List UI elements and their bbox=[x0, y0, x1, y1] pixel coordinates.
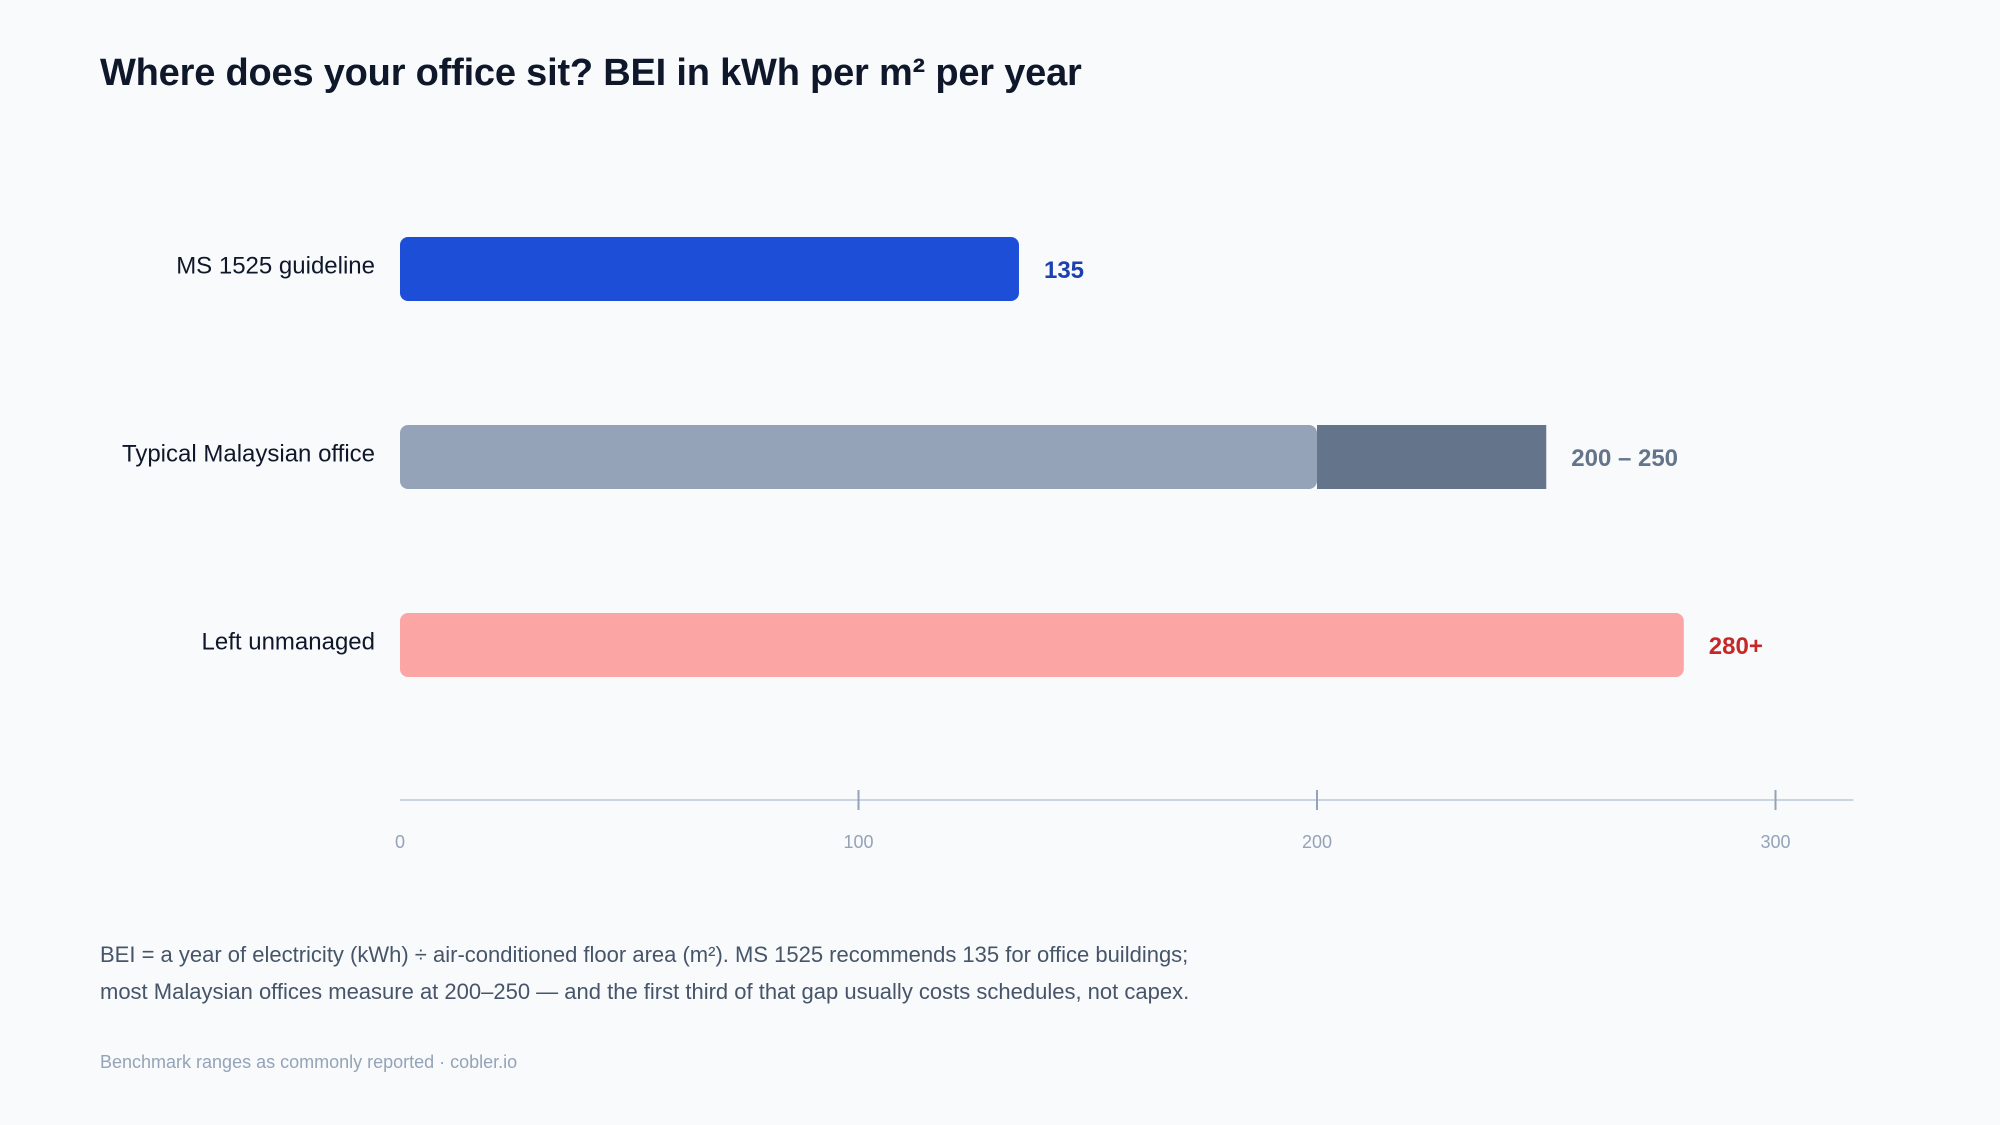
bar-3-category-label: Left unmanaged bbox=[202, 628, 375, 655]
x-tick-label-200: 200 bbox=[1302, 832, 1332, 852]
bar-2-category-label: Typical Malaysian office bbox=[122, 440, 375, 467]
bei-bar-chart: MS 1525 guideline 135 Typical Malaysian of… bbox=[122, 237, 1854, 852]
bar-3-value-label: 280+ bbox=[1709, 633, 1763, 660]
bar-3-bar bbox=[400, 613, 1684, 677]
bar-1-bar bbox=[400, 237, 1019, 301]
bar-1-value-label: 135 bbox=[1044, 257, 1084, 284]
bar-2-range-segment bbox=[1317, 425, 1547, 489]
bar-2-bar bbox=[400, 425, 1317, 489]
x-tick-label-100: 100 bbox=[843, 832, 873, 852]
note-line-2: most Malaysian offices measure at 200–25… bbox=[100, 979, 1190, 1004]
bar-1-category-label: MS 1525 guideline bbox=[176, 252, 375, 279]
bar-2-value-label: 200 – 250 bbox=[1571, 445, 1678, 472]
note-line-1: BEI = a year of electricity (kWh) ÷ air-… bbox=[100, 942, 1189, 967]
chart-title: Where does your office sit? BEI in kWh p… bbox=[100, 52, 1082, 94]
x-tick-label-300: 300 bbox=[1760, 832, 1790, 852]
source-footer: Benchmark ranges as commonly reported · … bbox=[100, 1052, 518, 1072]
explanatory-note: BEI = a year of electricity (kWh) ÷ air-… bbox=[100, 936, 1600, 1010]
x-tick-label-0: 0 bbox=[395, 832, 405, 852]
